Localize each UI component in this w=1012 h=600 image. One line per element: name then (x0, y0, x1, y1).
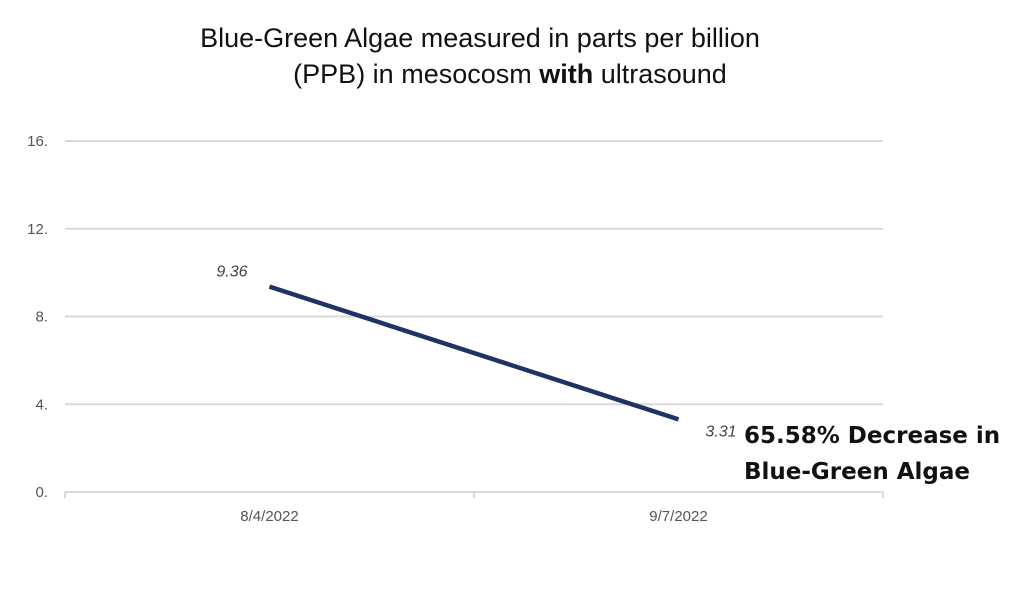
y-tick-label: 16. (27, 133, 48, 150)
y-tick-label: 8. (35, 309, 48, 326)
x-tick-label: 8/4/2022 (240, 508, 298, 525)
chart-title-line2-pre: (PPB) in mesocosm (293, 59, 540, 89)
decrease-annotation: 65.58% Decrease in Blue-Green Algae (744, 418, 1000, 490)
decrease-annotation-line1: 65.58% Decrease in (744, 423, 1001, 449)
x-tick-label: 9/7/2022 (649, 508, 707, 525)
data-label: 9.36 (216, 264, 247, 281)
chart-title-line1: Blue-Green Algae measured in parts per b… (200, 23, 760, 53)
y-tick-label: 4. (35, 396, 48, 413)
chart-title-line2-post: ultrasound (593, 59, 727, 89)
chart-title-line2-bold: with (539, 59, 594, 89)
data-label: 3.31 (705, 423, 736, 440)
y-tick-label: 0. (35, 484, 48, 501)
chart-title: Blue-Green Algae measured in parts per b… (0, 20, 960, 92)
series-line (268, 284, 680, 422)
chart-title-line2: (PPB) in mesocosm with ultrasound (0, 56, 960, 92)
y-tick-label: 12. (27, 221, 48, 238)
decrease-annotation-line2: Blue-Green Algae (744, 459, 971, 485)
